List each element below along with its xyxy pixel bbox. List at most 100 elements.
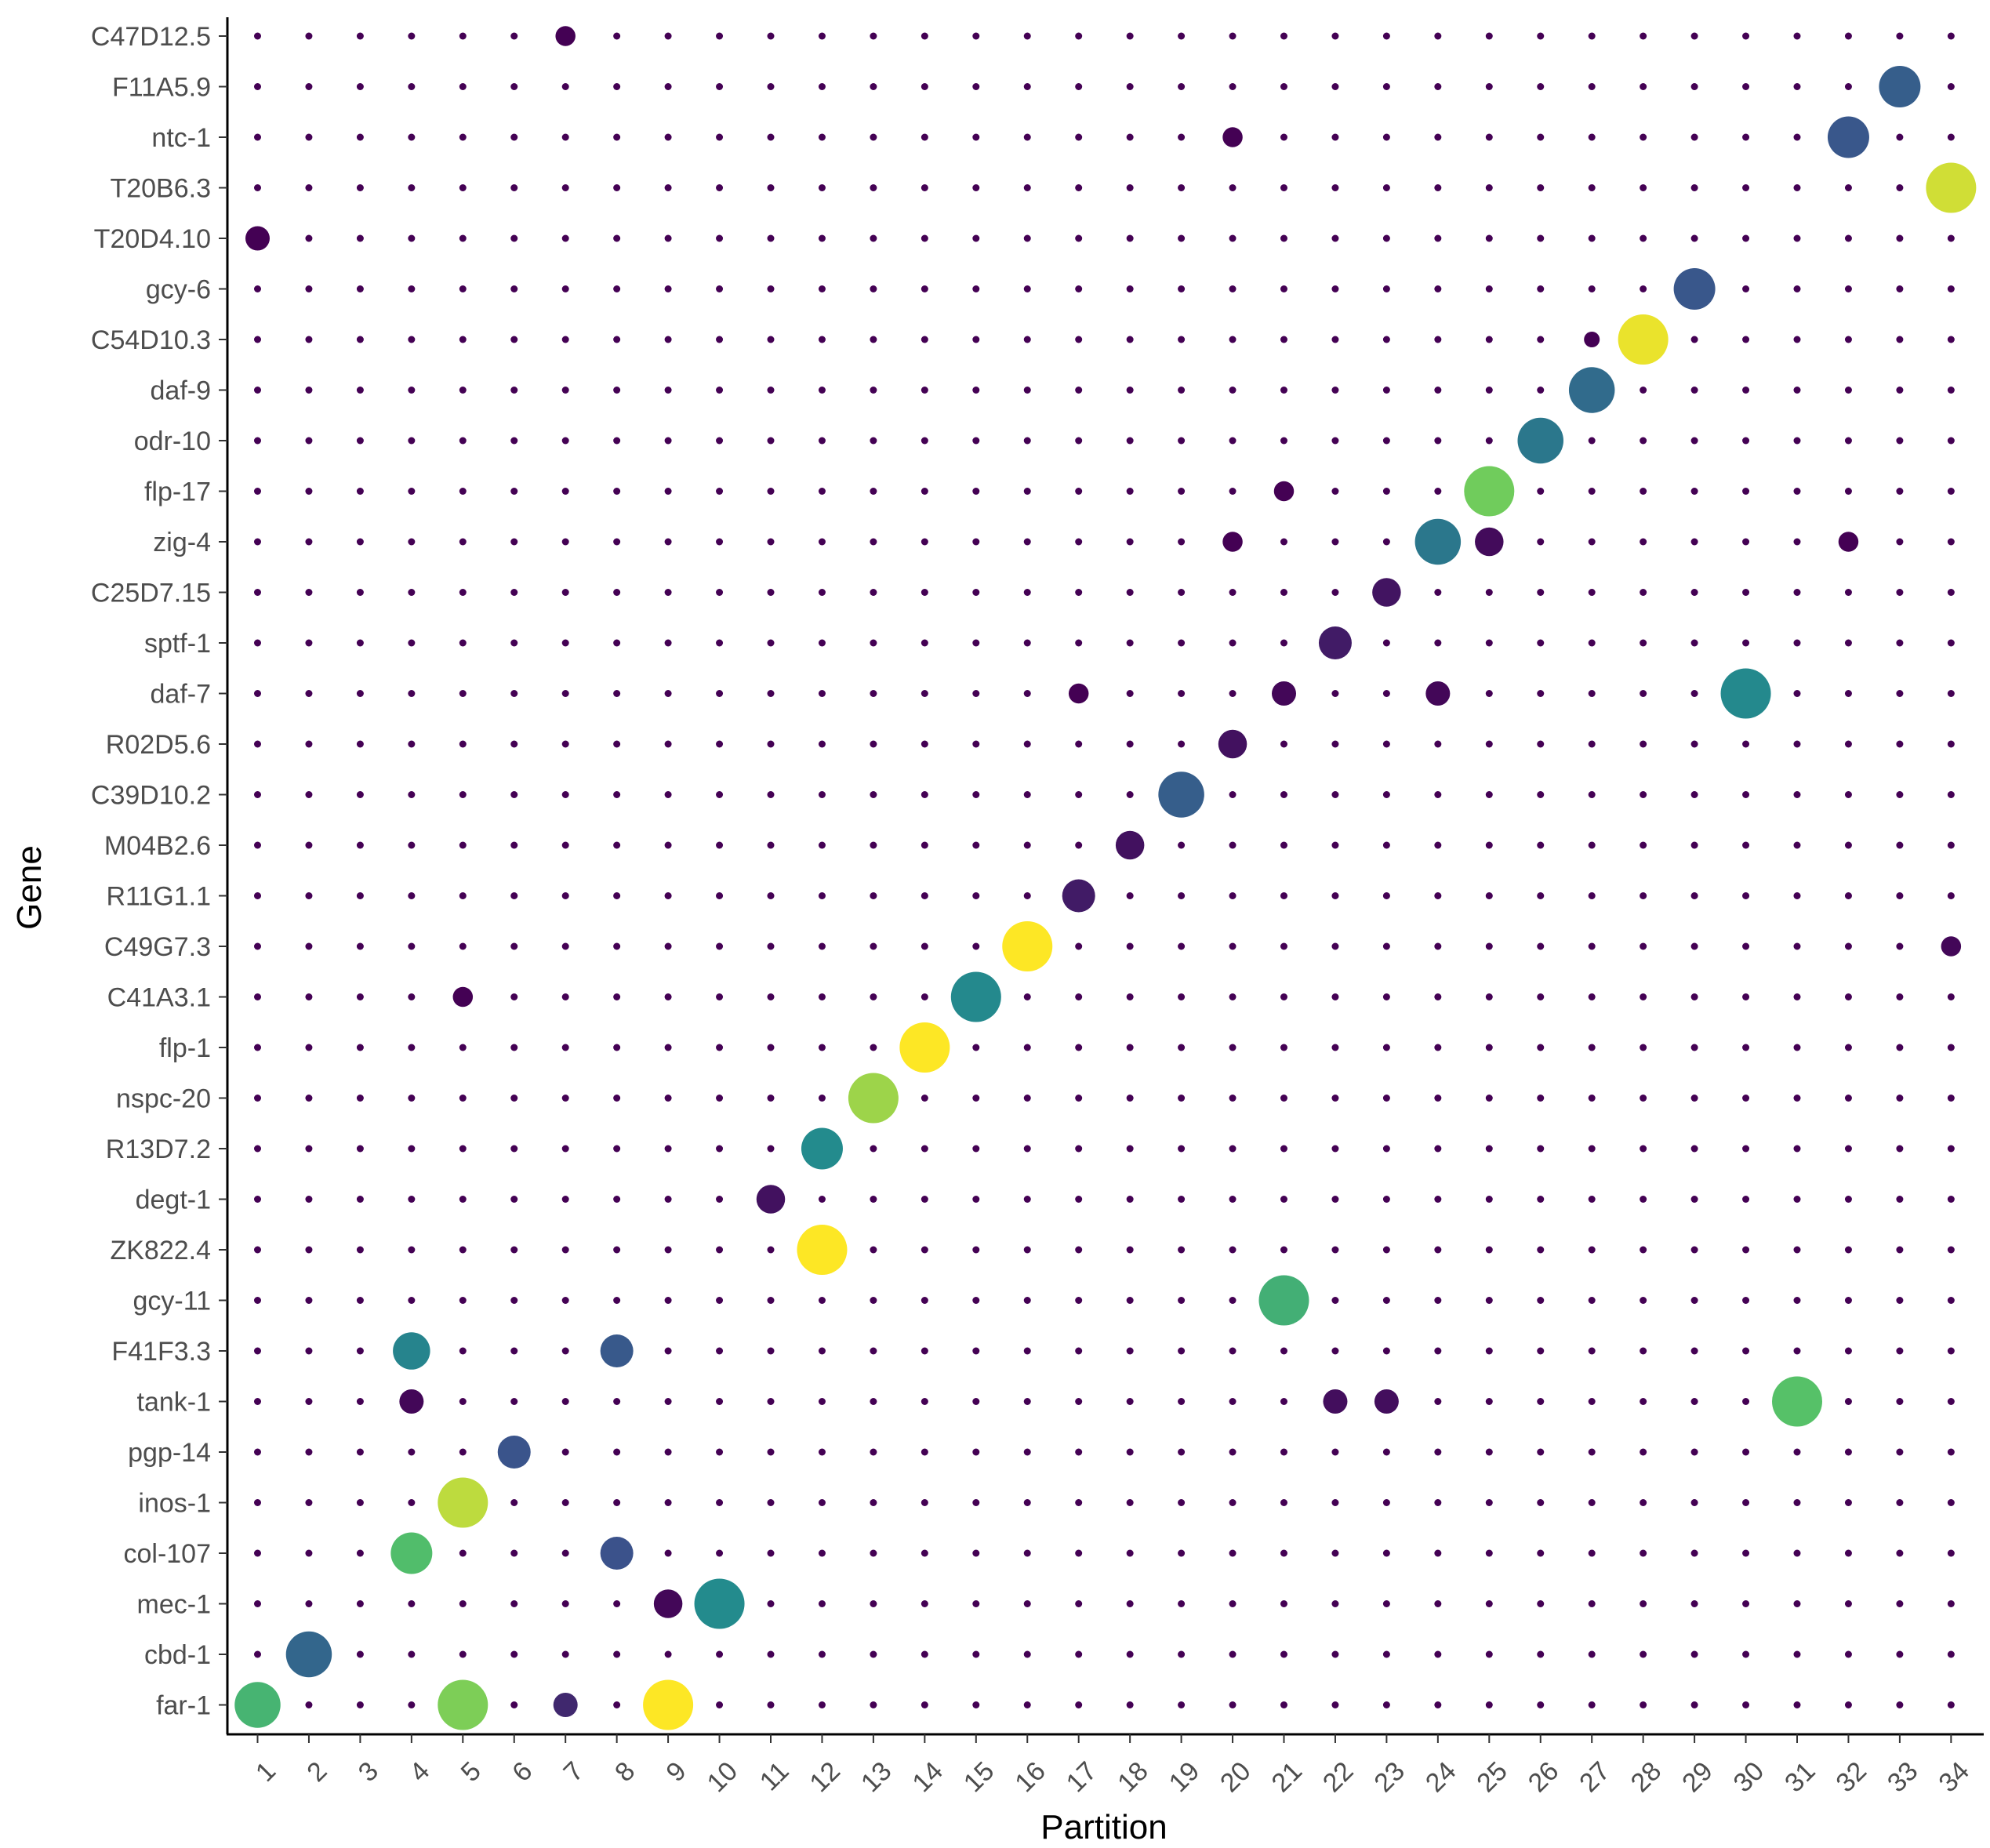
data-point	[1178, 639, 1186, 647]
data-point	[613, 791, 621, 798]
data-point	[1229, 690, 1236, 697]
x-tick-label: 13	[855, 1756, 898, 1799]
data-point	[1126, 1448, 1134, 1456]
data-point	[1844, 841, 1852, 849]
data-point	[1229, 387, 1236, 394]
data-point	[1464, 466, 1515, 517]
data-point	[459, 841, 467, 849]
data-point	[1588, 1650, 1596, 1658]
x-tick-label: 21	[1266, 1756, 1309, 1799]
data-point	[1640, 740, 1647, 748]
data-point	[716, 791, 724, 798]
data-point	[356, 993, 364, 1000]
data-point	[664, 1499, 672, 1506]
data-point	[1178, 437, 1186, 445]
data-point	[1126, 234, 1134, 242]
data-point	[1178, 538, 1186, 546]
plot-area	[234, 26, 1977, 1730]
data-point	[1272, 681, 1296, 706]
data-point	[561, 892, 569, 899]
data-point	[1844, 488, 1852, 495]
y-tick-label: ZK822.4	[110, 1236, 211, 1265]
data-point	[1434, 488, 1442, 495]
data-point	[1178, 1347, 1186, 1355]
x-tick-label: 3	[353, 1756, 384, 1788]
data-point	[1485, 1145, 1493, 1153]
data-point	[1896, 1600, 1904, 1607]
data-point	[1126, 1196, 1134, 1203]
data-point	[1690, 1499, 1698, 1506]
data-point	[1947, 892, 1955, 899]
data-point	[818, 184, 826, 191]
data-point	[254, 1297, 261, 1304]
data-point	[1896, 1701, 1904, 1708]
data-point	[1896, 1145, 1904, 1153]
data-point	[1229, 1044, 1236, 1051]
data-point	[1229, 1600, 1236, 1607]
data-point	[1742, 538, 1750, 546]
data-point	[1793, 488, 1801, 495]
data-point	[1947, 387, 1955, 394]
data-point	[1382, 841, 1390, 849]
data-point	[1537, 1650, 1545, 1658]
data-point	[1537, 1095, 1545, 1102]
data-point	[1331, 234, 1339, 242]
data-point	[459, 1196, 467, 1203]
data-point	[1126, 1246, 1134, 1254]
data-point	[1537, 639, 1545, 647]
data-point	[1258, 1275, 1309, 1326]
y-tick-label: inos-1	[138, 1489, 211, 1519]
y-tick-label: mec-1	[137, 1590, 211, 1620]
data-point	[1844, 336, 1852, 343]
data-point	[1331, 538, 1339, 546]
data-point	[1229, 1095, 1236, 1102]
data-point	[254, 1145, 261, 1153]
data-point	[459, 336, 467, 343]
data-point	[921, 1347, 928, 1355]
data-point	[1229, 589, 1236, 596]
data-point	[1793, 740, 1801, 748]
data-point	[459, 639, 467, 647]
data-point	[408, 1600, 416, 1607]
data-point	[1331, 589, 1339, 596]
data-point	[1023, 1044, 1031, 1051]
data-point	[972, 1246, 980, 1254]
data-point	[1485, 841, 1493, 849]
data-point	[972, 1549, 980, 1557]
data-point	[664, 841, 672, 849]
data-point	[1896, 589, 1904, 596]
y-tick-label: nspc-20	[116, 1084, 211, 1114]
data-point	[1485, 285, 1493, 292]
data-point	[561, 690, 569, 697]
data-point	[1640, 32, 1647, 40]
data-point	[305, 1044, 313, 1051]
data-point	[1126, 437, 1134, 445]
data-point	[1331, 1650, 1339, 1658]
data-point	[1178, 83, 1186, 90]
data-point	[459, 32, 467, 40]
data-point	[1075, 32, 1083, 40]
data-point	[1588, 184, 1596, 191]
data-point	[767, 841, 775, 849]
data-point	[1280, 892, 1287, 899]
y-tick-label: gcy-11	[133, 1287, 211, 1316]
data-point	[1793, 993, 1801, 1000]
data-point	[356, 538, 364, 546]
data-point	[1844, 1701, 1852, 1708]
data-point	[1222, 127, 1243, 147]
data-point	[972, 83, 980, 90]
data-point	[1690, 993, 1698, 1000]
data-point	[1485, 1044, 1493, 1051]
data-point	[408, 1297, 416, 1304]
data-point	[408, 993, 416, 1000]
data-point	[510, 690, 518, 697]
data-point	[870, 285, 877, 292]
data-point	[1896, 234, 1904, 242]
data-point	[1434, 1095, 1442, 1102]
data-point	[921, 538, 928, 546]
data-point	[1485, 1347, 1493, 1355]
data-point	[1382, 1701, 1390, 1708]
data-point	[1793, 1549, 1801, 1557]
data-point	[254, 1549, 261, 1557]
data-point	[1434, 1196, 1442, 1203]
